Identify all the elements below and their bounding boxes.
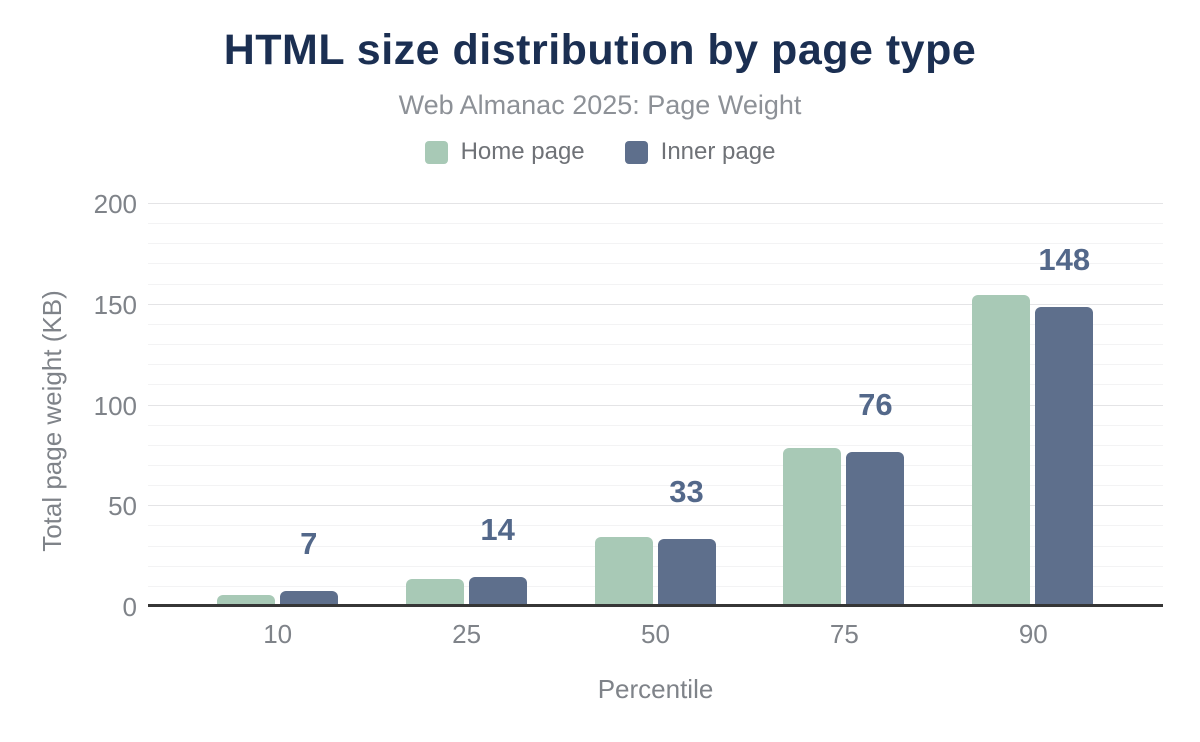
y-tick-label-150: 150 — [93, 289, 137, 320]
minor-gridline — [148, 243, 1163, 245]
legend: Home page Inner page — [0, 138, 1200, 166]
x-tick-label-25: 25 — [452, 619, 482, 649]
minor-gridline — [148, 565, 1163, 567]
chart-subtitle: Web Almanac 2025: Page Weight — [398, 90, 802, 120]
bar-inner-page-p25[interactable] — [468, 576, 527, 605]
chart-title: HTML size distribution by page type — [223, 26, 977, 74]
minor-gridline — [148, 424, 1163, 426]
x-tick-label-75: 75 — [829, 619, 859, 649]
data-label-p50: 33 — [669, 473, 704, 509]
data-label-p10: 7 — [300, 525, 318, 561]
data-label-p75: 76 — [858, 386, 893, 422]
legend-swatch-home-page — [424, 140, 448, 164]
major-gridline — [148, 404, 1163, 406]
y-tick-label-200: 200 — [93, 189, 137, 219]
minor-gridline — [148, 545, 1163, 547]
y-tick-label-50: 50 — [108, 491, 137, 522]
bar-home-page-p25[interactable] — [405, 578, 464, 605]
plot-area: 7 14 33 76 148 — [148, 203, 1163, 607]
legend-swatch-inner-page — [624, 140, 648, 164]
x-tick-label-10: 10 — [263, 619, 293, 649]
minor-gridline — [148, 525, 1163, 527]
bar-home-page-p10[interactable] — [216, 594, 275, 605]
x-tick-label-50: 50 — [641, 619, 670, 649]
bar-home-page-p90[interactable] — [972, 294, 1031, 605]
legend-label: Inner page — [660, 138, 776, 165]
x-tick-label-90: 90 — [1018, 619, 1048, 649]
y-tick-label-0: 0 — [122, 592, 137, 622]
major-gridline — [148, 505, 1163, 507]
data-label-p90: 148 — [1038, 241, 1091, 277]
minor-gridline — [148, 223, 1163, 225]
bar-inner-page-p50[interactable] — [657, 538, 716, 605]
minor-gridline — [148, 344, 1163, 346]
bar-home-page-p75[interactable] — [783, 447, 842, 605]
x-axis-line — [148, 604, 1163, 607]
minor-gridline — [148, 444, 1163, 446]
bar-home-page-p50[interactable] — [594, 536, 653, 605]
legend-item-inner-page[interactable]: Inner page — [624, 138, 776, 166]
minor-gridline — [148, 384, 1163, 386]
y-tick-label-100: 100 — [93, 390, 137, 421]
minor-gridline — [148, 263, 1163, 265]
minor-gridline — [148, 283, 1163, 285]
minor-gridline — [148, 364, 1163, 366]
bar-inner-page-p90[interactable] — [1035, 306, 1094, 605]
major-gridline — [148, 203, 1163, 204]
minor-gridline — [148, 323, 1163, 325]
legend-label: Home page — [460, 138, 585, 165]
bar-inner-page-p75[interactable] — [846, 451, 905, 605]
legend-item-home-page[interactable]: Home page — [424, 138, 585, 166]
minor-gridline — [148, 485, 1163, 487]
data-label-p25: 14 — [480, 511, 515, 547]
x-axis-title: Percentile — [597, 674, 714, 704]
bar-inner-page-p10[interactable] — [279, 590, 338, 605]
minor-gridline — [148, 464, 1163, 466]
minor-gridline — [148, 585, 1163, 587]
major-gridline — [148, 303, 1163, 305]
